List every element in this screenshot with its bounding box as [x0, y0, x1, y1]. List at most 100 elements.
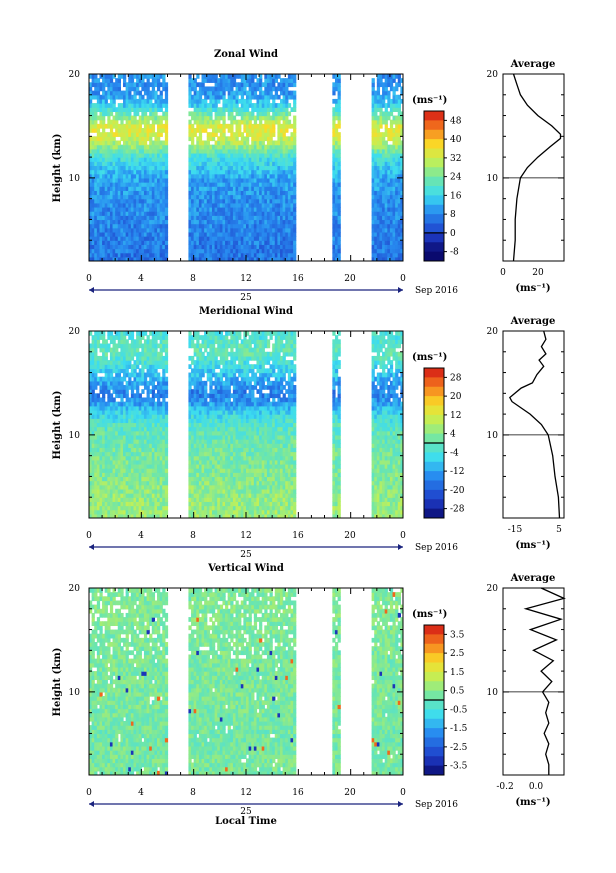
- heatmap-cell: [204, 190, 208, 196]
- heatmap-cell: [123, 501, 127, 507]
- heatmap-cell: [193, 231, 197, 237]
- heatmap-cell: [146, 90, 150, 96]
- heatmap-cell: [204, 202, 208, 208]
- heatmap-cell: [143, 215, 148, 221]
- heatmap-cell: [382, 161, 386, 167]
- heatmap-cell: [159, 248, 163, 254]
- heatmap-cell: [89, 107, 93, 112]
- heatmap-cell: [209, 152, 213, 158]
- heatmap-cell: [248, 115, 252, 121]
- heatmap-cell: [400, 190, 403, 196]
- heatmap-cell: [149, 223, 153, 229]
- heatmap-cell: [104, 198, 108, 204]
- heatmap-cell: [261, 169, 265, 175]
- heatmap-cell: [107, 426, 111, 432]
- heatmap-cell: [138, 480, 142, 486]
- heatmap-cell: [141, 231, 145, 237]
- heatmap-cell: [94, 219, 98, 225]
- heatmap-cell: [280, 256, 284, 261]
- heatmap-cell: [269, 161, 273, 167]
- heatmap-cell: [371, 157, 375, 162]
- heatmap-cell: [382, 240, 386, 245]
- heatmap-cell: [397, 198, 401, 204]
- heatmap-cell: [191, 244, 195, 250]
- heatmap-cell: [94, 169, 98, 175]
- heatmap-cell: [274, 211, 278, 216]
- heatmap-cell: [374, 119, 378, 125]
- heatmap-cell: [96, 455, 101, 461]
- heatmap-cell: [107, 389, 111, 394]
- heatmap-cell: [214, 119, 218, 125]
- heatmap-cell: [376, 144, 381, 150]
- heatmap-cell: [123, 493, 127, 498]
- heatmap-cell: [109, 385, 114, 390]
- heatmap-cell: [235, 256, 239, 261]
- heatmap-cell: [211, 103, 216, 108]
- heatmap-cell: [392, 128, 396, 133]
- heatmap-cell: [117, 447, 121, 453]
- heatmap-cell: [128, 74, 132, 79]
- heatmap-cell: [222, 132, 226, 137]
- heatmap-cell: [193, 107, 197, 112]
- heatmap-cell: [387, 148, 391, 154]
- heatmap-cell: [143, 418, 148, 424]
- heatmap-cell: [282, 144, 286, 150]
- heatmap-cell: [214, 173, 218, 179]
- heatmap-cell: [287, 136, 292, 142]
- heatmap-cell: [136, 236, 140, 241]
- heatmap-cell: [117, 376, 121, 382]
- heatmap-cell: [138, 360, 142, 365]
- heatmap-cell: [164, 132, 169, 137]
- heatmap-cell: [379, 198, 383, 204]
- heatmap-cell: [120, 240, 124, 245]
- heatmap-cell: [115, 385, 119, 390]
- heatmap-cell: [238, 107, 242, 112]
- heatmap-cell: [379, 252, 383, 258]
- heatmap-cell: [136, 331, 140, 336]
- heatmap-cell: [395, 252, 399, 258]
- heatmap-cell: [272, 186, 276, 191]
- heatmap-cell: [269, 119, 273, 125]
- heatmap-cell: [128, 397, 132, 403]
- heatmap-cell: [96, 426, 101, 432]
- heatmap-cell: [123, 78, 127, 83]
- heatmap-cell: [94, 202, 98, 208]
- heatmap-cell: [94, 493, 98, 498]
- heatmap-cell: [387, 256, 391, 261]
- heatmap-cell: [109, 252, 114, 258]
- heatmap-cell: [266, 136, 271, 142]
- heatmap-cell: [162, 123, 166, 129]
- heatmap-cell: [230, 206, 234, 212]
- heatmap-cell: [89, 476, 93, 482]
- heatmap-cell: [392, 219, 396, 225]
- heatmap-cell: [243, 78, 247, 83]
- heatmap-cell: [264, 240, 268, 245]
- heatmap-cell: [123, 335, 127, 340]
- heatmap-cell: [151, 86, 156, 92]
- heatmap-cell: [91, 123, 95, 129]
- heatmap-cell: [120, 451, 124, 457]
- heatmap-cell: [154, 227, 158, 233]
- heatmap-cell: [143, 414, 148, 419]
- heatmap-cell: [256, 244, 260, 250]
- heatmap-cell: [157, 211, 161, 216]
- heatmap-cell: [256, 152, 260, 158]
- heatmap-cell: [109, 94, 114, 100]
- heatmap-cell: [334, 244, 339, 250]
- heatmap-cell: [136, 343, 140, 349]
- heatmap-cell: [389, 136, 394, 142]
- heatmap-cell: [253, 198, 258, 204]
- heatmap-cell: [198, 144, 203, 150]
- heatmap-cell: [138, 472, 142, 478]
- heatmap-cell: [191, 148, 195, 154]
- heatmap-cell: [337, 74, 341, 79]
- heatmap-cell: [117, 236, 121, 241]
- heatmap-cell: [109, 98, 114, 104]
- heatmap-cell: [206, 86, 210, 92]
- heatmap-cell: [225, 202, 229, 208]
- heatmap-cell: [274, 215, 278, 221]
- heatmap-cell: [246, 107, 250, 112]
- heatmap-cell: [217, 111, 221, 117]
- heatmap-cell: [219, 194, 224, 200]
- heatmap-cell: [104, 451, 108, 457]
